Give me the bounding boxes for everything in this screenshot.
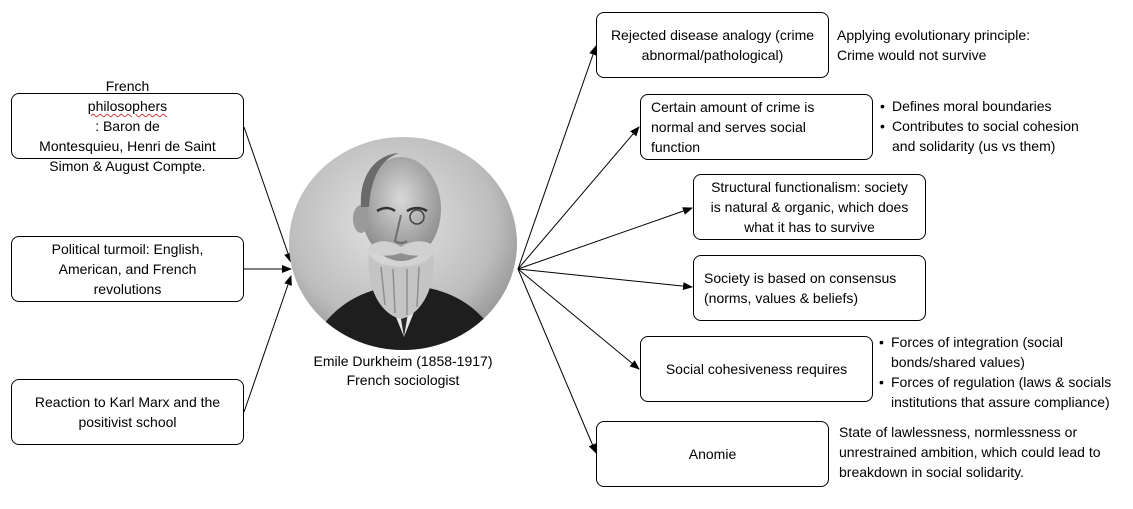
influence-marx-line2: positivist school — [78, 414, 177, 430]
idea-disease-line2: abnormal/pathological) — [641, 47, 784, 63]
influence-marx-line1: Reaction to Karl Marx and the — [34, 394, 221, 410]
influence-marx-box: Reaction to Karl Marx and the positivist… — [11, 379, 244, 445]
note-anomie: State of lawlessness, normlessness or un… — [839, 422, 1101, 482]
idea-consensus-box: Society is based on consensus (norms, va… — [693, 255, 926, 321]
caption-role: French sociologist — [346, 372, 460, 388]
idea-cohesion-line1: Social cohesiveness requires — [665, 361, 848, 377]
influence-philosophers-line3: Simon & August Compte. — [49, 158, 206, 174]
note-anomie-line2: unrestrained ambition, which could lead … — [839, 444, 1101, 460]
caption-name: Emile Durkheim (1858-1917) — [313, 353, 493, 369]
idea-structural-line3: what it has to survive — [744, 219, 875, 235]
arrow-influence-marx — [243, 275, 292, 413]
durkheim-portrait — [289, 137, 517, 350]
note-crime-normal-item: Defines moral boundaries — [880, 96, 1079, 116]
idea-consensus-line1: Society is based on consensus — [704, 270, 897, 286]
idea-anomie-line1: Anomie — [688, 446, 737, 462]
influence-turmoil-line2: American, and French — [58, 261, 197, 277]
idea-crime-normal-line3: function — [651, 139, 701, 155]
idea-structural-line1: Structural functionalism: society — [711, 179, 908, 195]
arrow-idea-cohesion — [517, 268, 640, 370]
idea-crime-normal-line2: normal and serves social — [651, 119, 806, 135]
idea-structural-box: Structural functionalism: society is nat… — [693, 174, 926, 240]
idea-disease-box: Rejected disease analogy (crime abnormal… — [596, 12, 829, 78]
influence-philosophers-box: French philosophers: Baron de Montesquie… — [11, 78, 244, 174]
note-crime-normal-list: Defines moral boundaries Contributes to … — [880, 96, 1079, 156]
idea-structural-line2: is natural & organic, which does — [710, 199, 909, 215]
note-disease: Applying evolutionary principle: Crime w… — [837, 25, 1030, 65]
influence-turmoil-line3: revolutions — [93, 281, 162, 297]
influence-philosophers-line2: Montesquieu, Henri de Saint — [39, 138, 216, 154]
arrow-influence-philosophers — [243, 126, 292, 263]
arrow-idea-crime-normal — [517, 126, 640, 270]
note-cohesion-item: Forces of integration (socialbonds/share… — [879, 332, 1111, 372]
idea-anomie-box: Anomie — [596, 421, 829, 487]
note-disease-line1: Applying evolutionary principle: — [837, 27, 1030, 43]
influence-turmoil-box: Political turmoil: English, American, an… — [11, 236, 244, 302]
note-anomie-line3: breakdown in social solidarity. — [839, 464, 1024, 480]
note-cohesion-item: Forces of regulation (laws & socialsinst… — [879, 372, 1111, 412]
idea-cohesion-box: Social cohesiveness requires — [640, 336, 873, 402]
arrow-idea-structural — [517, 207, 693, 270]
idea-crime-normal-box: Certain amount of crime is normal and se… — [640, 94, 873, 160]
portrait-caption: Emile Durkheim (1858-1917) French sociol… — [300, 352, 506, 390]
influence-philosophers-line1: French philosophers: Baron de — [87, 78, 168, 134]
arrow-idea-consensus — [517, 268, 693, 291]
arrow-idea-anomie — [517, 268, 597, 454]
idea-disease-line1: Rejected disease analogy (crime — [610, 27, 815, 43]
influence-turmoil-line1: Political turmoil: English, — [51, 241, 204, 257]
idea-crime-normal-line1: Certain amount of crime is — [651, 99, 815, 115]
arrow-idea-disease — [517, 45, 597, 270]
note-disease-line2: Crime would not survive — [837, 47, 987, 63]
note-cohesion-list: Forces of integration (socialbonds/share… — [879, 332, 1111, 412]
note-anomie-line1: State of lawlessness, normlessness or — [839, 424, 1078, 440]
idea-consensus-line2: (norms, values & beliefs) — [704, 290, 859, 306]
